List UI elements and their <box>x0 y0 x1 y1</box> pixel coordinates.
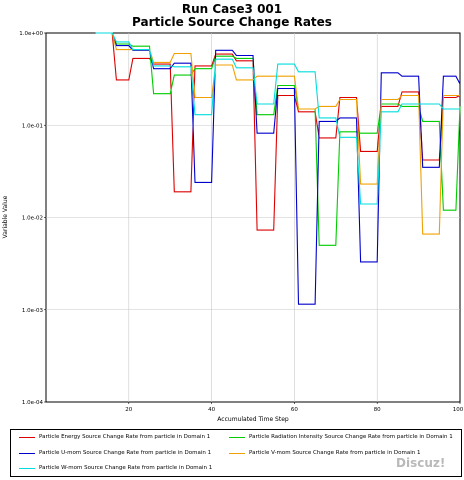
legend-item-1: Particle Energy Source Change Rate from … <box>19 434 210 441</box>
legend-swatch <box>19 437 35 438</box>
legend-label: Particle W-mom Source Change Rate from p… <box>39 465 213 471</box>
y-axis-label: Variable Value <box>2 195 9 238</box>
y-tick-label: 1.0e+00 <box>19 31 43 37</box>
x-tick-label: 20 <box>125 407 132 413</box>
x-tick-label: 60 <box>291 407 298 413</box>
legend-label: Particle Radiation Intensity Source Chan… <box>249 434 453 440</box>
chart-legend: Particle Energy Source Change Rate from … <box>10 429 462 477</box>
series-line-3 <box>95 32 461 305</box>
series-line-5 <box>95 32 460 205</box>
y-axis-ticks: 1.0e+00 1.0e-01 1.0e-02 1.0e-03 1.0e-04 <box>19 31 46 406</box>
plot-area: 1.0e+00 1.0e-01 1.0e-02 1.0e-03 1.0e-04 20 40… <box>2 31 464 423</box>
watermark-text: Discuz! <box>396 456 446 470</box>
legend-swatch <box>19 468 35 469</box>
legend-label: Particle U-mom Source Change Rate from p… <box>39 450 212 456</box>
x-axis-label: Accumulated Time Step <box>217 416 289 423</box>
legend-item-5: Particle W-mom Source Change Rate from p… <box>19 465 212 472</box>
chart-title: Run Case3 001 <box>181 2 283 16</box>
legend-item-2: Particle Radiation Intensity Source Chan… <box>229 434 453 441</box>
series-lines <box>95 32 461 305</box>
y-tick-label: 1.0e-02 <box>22 216 43 222</box>
y-tick-label: 1.0e-04 <box>22 400 44 406</box>
chart-subtitle: Particle Source Change Rates <box>132 15 332 29</box>
legend-label: Particle Energy Source Change Rate from … <box>39 434 211 440</box>
x-axis-ticks: 20 40 60 80 100 <box>125 402 464 413</box>
x-tick-label: 40 <box>208 407 215 413</box>
series-line-2 <box>95 32 461 246</box>
y-tick-label: 1.0e-01 <box>22 123 43 129</box>
x-tick-label: 100 <box>453 407 464 413</box>
series-line-4 <box>95 32 460 235</box>
legend-swatch <box>19 453 35 454</box>
x-tick-label: 80 <box>374 407 381 413</box>
legend-label: Particle V-mom Source Change Rate from p… <box>249 450 421 456</box>
legend-swatch <box>229 453 245 454</box>
legend-swatch <box>229 437 245 438</box>
legend-item-3: Particle U-mom Source Change Rate from p… <box>19 450 211 457</box>
legend-item-4: Particle V-mom Source Change Rate from p… <box>229 450 421 457</box>
y-tick-label: 1.0e-03 <box>22 308 44 314</box>
